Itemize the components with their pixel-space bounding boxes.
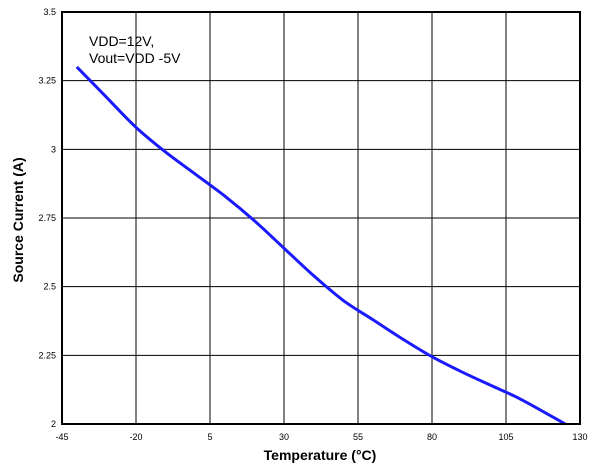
x-tick-label: 105 xyxy=(498,432,513,442)
y-tick-label: 2 xyxy=(51,419,56,429)
y-axis-title: Source Current (A) xyxy=(10,157,26,282)
x-tick-label: -45 xyxy=(55,432,68,442)
series-line xyxy=(75,65,566,426)
y-tick-label: 2.25 xyxy=(38,350,56,360)
plot-border xyxy=(61,11,581,425)
y-tick-label: 3.25 xyxy=(38,76,56,86)
x-tick-label: -20 xyxy=(129,432,142,442)
y-tick-label: 3.5 xyxy=(43,7,56,17)
series-layer xyxy=(75,65,566,426)
x-tick-label: 130 xyxy=(572,432,587,442)
annotation-line-2: Vout=VDD -5V xyxy=(89,50,181,66)
x-tick-label: 5 xyxy=(207,432,212,442)
x-axis-title: Temperature (°C) xyxy=(264,447,377,463)
x-tick-label: 30 xyxy=(279,432,289,442)
x-tick-label: 55 xyxy=(353,432,363,442)
annotation-line-1: VDD=12V, xyxy=(89,33,154,49)
y-tick-label: 3 xyxy=(51,144,56,154)
grid xyxy=(62,12,580,424)
x-tick-label: 80 xyxy=(427,432,437,442)
y-tick-label: 2.75 xyxy=(38,213,56,223)
tick-labels: -45 -20 5 30 55 80 105 130 2 2.25 2.5 2.75 3 3.25 3.5 xyxy=(38,7,587,442)
y-tick-label: 2.5 xyxy=(43,282,56,292)
